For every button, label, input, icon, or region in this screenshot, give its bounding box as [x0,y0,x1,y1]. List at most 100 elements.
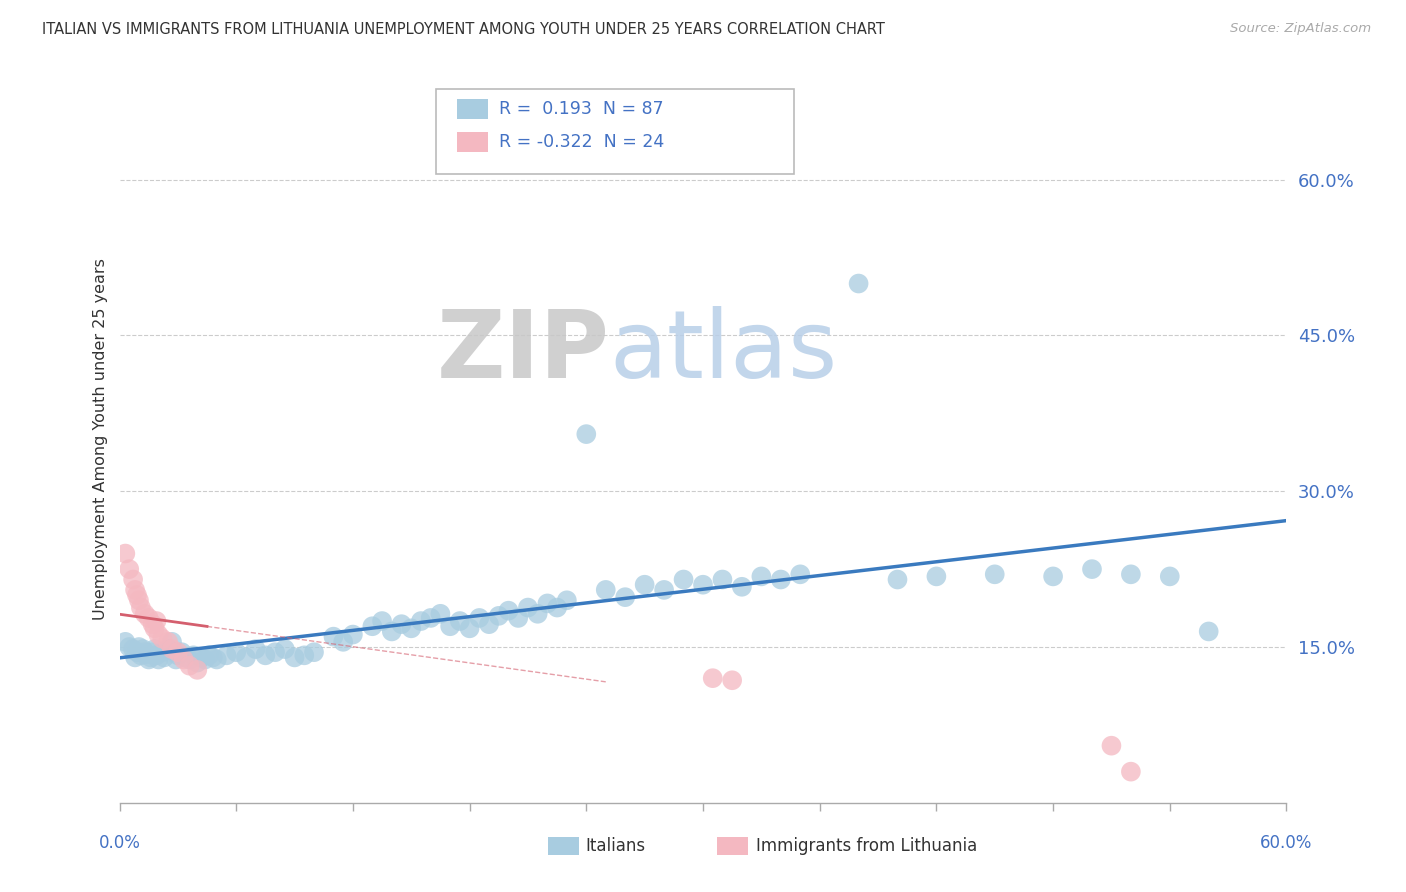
Point [132,642,155,657]
Point [595,582,617,597]
Point [153,650,176,665]
Point [148,627,170,641]
Point [1042,569,1064,583]
Point [517,600,540,615]
Point [166,645,188,659]
Text: Source: ZipAtlas.com: Source: ZipAtlas.com [1230,22,1371,36]
Text: R =  0.193  N = 87: R = 0.193 N = 87 [499,100,664,118]
Point [508,611,530,625]
Point [419,611,441,625]
Point [702,671,724,685]
Point [122,573,145,587]
Point [135,648,157,662]
Point [201,650,224,665]
Point [711,573,734,587]
Point [526,607,548,621]
Point [361,619,384,633]
Point [555,593,578,607]
Text: ITALIAN VS IMMIGRANTS FROM LITHUANIA UNEMPLOYMENT AMONG YOUTH UNDER 25 YEARS COR: ITALIAN VS IMMIGRANTS FROM LITHUANIA UNE… [42,22,884,37]
Point [145,648,167,663]
Point [332,635,354,649]
Point [143,621,166,635]
Point [235,650,257,665]
Point [166,648,188,663]
Point [124,582,146,597]
Point [274,642,297,657]
Point [150,645,173,659]
Point [170,645,193,659]
Point [886,573,908,587]
Point [160,635,183,649]
Point [401,621,423,635]
Point [183,648,205,663]
Point [245,642,267,657]
Point [138,611,160,625]
Point [692,578,714,592]
Y-axis label: Unemployment Among Youth under 25 years: Unemployment Among Youth under 25 years [93,259,108,620]
Point [1159,569,1181,583]
Point [634,578,657,592]
Point [143,642,166,657]
Point [498,604,520,618]
Point [145,614,167,628]
Point [984,567,1007,582]
Point [381,624,404,639]
Point [129,648,152,663]
Point [342,627,364,641]
Point [789,567,811,582]
Point [1119,764,1142,779]
Point [148,652,170,666]
Point [1081,562,1104,576]
Point [536,596,558,610]
Point [134,645,156,659]
Point [302,645,325,659]
Point [138,652,160,666]
Point [114,547,136,561]
Point [118,562,141,576]
Point [134,607,156,621]
Text: 60.0%: 60.0% [1260,834,1313,852]
Point [179,658,201,673]
Point [150,632,173,646]
Point [292,648,315,663]
Text: ZIP: ZIP [437,306,610,398]
Point [125,645,148,659]
Point [165,652,187,666]
Point [391,617,413,632]
Point [186,656,208,670]
Point [478,617,501,632]
Point [114,635,136,649]
Point [186,663,208,677]
Point [449,614,471,628]
Point [157,642,180,657]
Point [925,569,948,583]
Point [124,650,146,665]
Point [142,645,165,659]
Text: Italians: Italians [585,837,645,855]
Point [142,617,165,632]
Point [125,588,148,602]
Point [264,645,287,659]
Point [122,642,145,657]
Point [118,640,141,654]
Point [190,650,212,665]
Point [160,642,183,657]
Point [128,593,150,607]
Point [371,614,394,628]
Point [215,648,238,663]
Point [284,650,307,665]
Point [769,573,792,587]
Point [205,652,228,666]
Text: R = -0.322  N = 24: R = -0.322 N = 24 [499,133,665,151]
Point [194,652,217,666]
Point [848,277,870,291]
Point [254,648,277,663]
Point [429,607,451,621]
Point [614,590,637,604]
Point [173,652,195,666]
Point [139,650,162,665]
Point [546,600,568,615]
Point [488,608,510,623]
Point [439,619,461,633]
Point [1198,624,1220,639]
